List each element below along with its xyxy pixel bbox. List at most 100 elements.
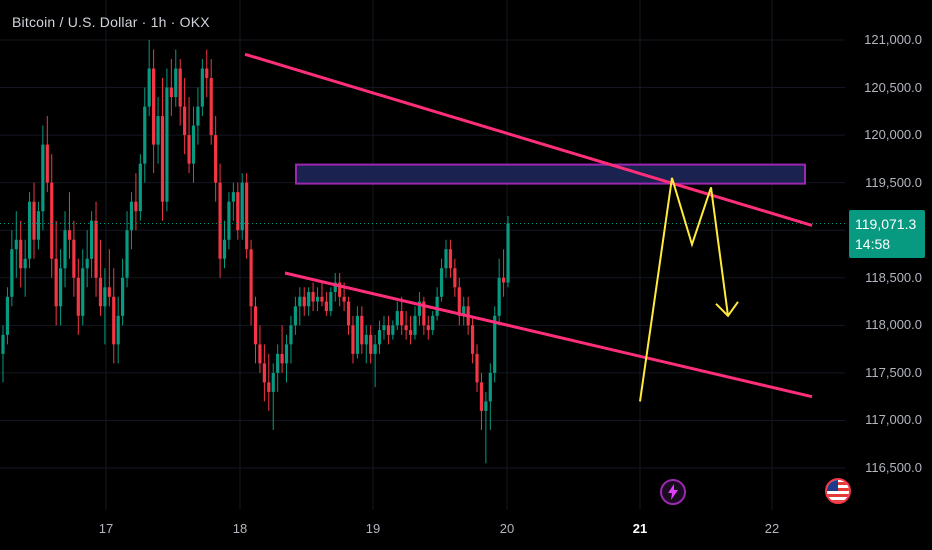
candle-body bbox=[240, 182, 244, 231]
last-price-value: 119,071.3 bbox=[855, 216, 917, 232]
price-tick-label: 118,500.0 bbox=[865, 269, 922, 285]
candle-body bbox=[218, 182, 222, 259]
candle-body bbox=[293, 306, 297, 326]
candle-body bbox=[227, 201, 231, 240]
candle-body bbox=[196, 106, 200, 126]
price-tick-label: 121,000.0 bbox=[864, 32, 922, 47]
candle-body bbox=[174, 68, 178, 98]
candle-body bbox=[125, 230, 129, 278]
candle-body bbox=[346, 301, 351, 326]
time-tick-label: 18 bbox=[232, 521, 248, 536]
chart-title: Bitcoin / U.S. Dollar · 1h · OKX bbox=[12, 14, 210, 30]
candle-body bbox=[50, 182, 54, 259]
time-tick-label: 22 bbox=[764, 521, 780, 536]
candle-body bbox=[236, 192, 240, 231]
candle-body bbox=[143, 106, 147, 164]
candle-body bbox=[426, 325, 430, 331]
resistance-zone bbox=[295, 163, 806, 185]
candle-body bbox=[342, 296, 346, 302]
price-tick-label: 118,000.0 bbox=[865, 317, 922, 333]
candle-body bbox=[479, 382, 484, 411]
candle-body bbox=[245, 182, 249, 250]
candle-body bbox=[435, 296, 439, 316]
candle-body bbox=[462, 306, 466, 316]
candle-body bbox=[191, 125, 196, 164]
candle-body bbox=[58, 268, 63, 307]
candle-body bbox=[116, 315, 120, 345]
candle-body bbox=[214, 135, 218, 183]
time-tick-label: 21 bbox=[632, 521, 648, 536]
candle-body bbox=[307, 292, 311, 307]
candle-body bbox=[41, 144, 45, 212]
candle-body bbox=[94, 220, 98, 278]
candle-body bbox=[329, 292, 333, 312]
candle-body bbox=[377, 330, 382, 345]
candle-body bbox=[364, 334, 368, 345]
candle-body bbox=[417, 301, 422, 316]
candle-body bbox=[160, 116, 165, 202]
candle-body bbox=[129, 201, 134, 231]
candle-body bbox=[169, 87, 173, 98]
candle-body bbox=[19, 239, 23, 269]
price-tick-label: 117,000.0 bbox=[865, 412, 922, 428]
candle-body bbox=[324, 301, 328, 312]
candle-body bbox=[302, 296, 306, 307]
candle-body bbox=[395, 311, 399, 326]
candle-body bbox=[475, 353, 479, 383]
candle-body bbox=[10, 249, 14, 297]
candle-body bbox=[311, 292, 315, 302]
price-tick-label: 119,500.0 bbox=[865, 174, 922, 190]
candle-body bbox=[45, 144, 49, 183]
candle-body bbox=[231, 192, 235, 202]
candle-body bbox=[431, 315, 435, 331]
candle-body bbox=[81, 268, 85, 316]
candle-body bbox=[413, 315, 417, 335]
candle-body bbox=[253, 306, 258, 345]
time-tick-label: 19 bbox=[365, 521, 381, 536]
candle-body bbox=[360, 315, 364, 345]
candle-body bbox=[187, 135, 191, 164]
price-tick-label: 117,500.0 bbox=[865, 364, 922, 380]
candle-body bbox=[209, 78, 213, 136]
candle-body bbox=[103, 287, 107, 307]
candle-body bbox=[501, 277, 506, 283]
candle-body bbox=[262, 363, 266, 383]
candle-body bbox=[258, 344, 262, 364]
candle-body bbox=[222, 239, 227, 259]
candle-body bbox=[497, 277, 501, 316]
candle-body bbox=[183, 106, 187, 136]
candle-body bbox=[107, 287, 111, 297]
candle-body bbox=[315, 296, 320, 302]
time-tick-label: 20 bbox=[499, 521, 515, 536]
candle-body bbox=[138, 163, 142, 212]
candle-body bbox=[493, 315, 497, 373]
candle-body bbox=[63, 230, 67, 269]
candle-body bbox=[32, 201, 36, 240]
candle-body bbox=[320, 296, 324, 302]
candle-body bbox=[369, 334, 373, 354]
candle-body bbox=[448, 249, 453, 269]
candle-body bbox=[298, 296, 302, 307]
candle-body bbox=[90, 220, 94, 259]
candle-body bbox=[333, 282, 337, 293]
price-tick-label: 116,500.0 bbox=[865, 460, 922, 475]
candle-body bbox=[422, 301, 426, 326]
candle-body bbox=[267, 382, 271, 392]
candle-body bbox=[382, 325, 386, 331]
candle-body bbox=[156, 116, 160, 145]
candle-body bbox=[355, 315, 359, 354]
upper-trendline bbox=[244, 52, 813, 227]
us-flag-icon[interactable] bbox=[825, 478, 851, 504]
candle-body bbox=[178, 68, 182, 107]
candle-body bbox=[23, 258, 27, 269]
candle-body bbox=[36, 211, 41, 240]
candle-body bbox=[27, 201, 32, 259]
candle-body bbox=[1, 334, 5, 354]
lightning-icon[interactable] bbox=[660, 479, 686, 505]
candle-body bbox=[400, 311, 404, 326]
bar-countdown: 14:58 bbox=[855, 236, 891, 252]
candle-body bbox=[284, 344, 289, 364]
projection-arrowhead bbox=[715, 301, 739, 318]
candle-body bbox=[165, 87, 169, 202]
